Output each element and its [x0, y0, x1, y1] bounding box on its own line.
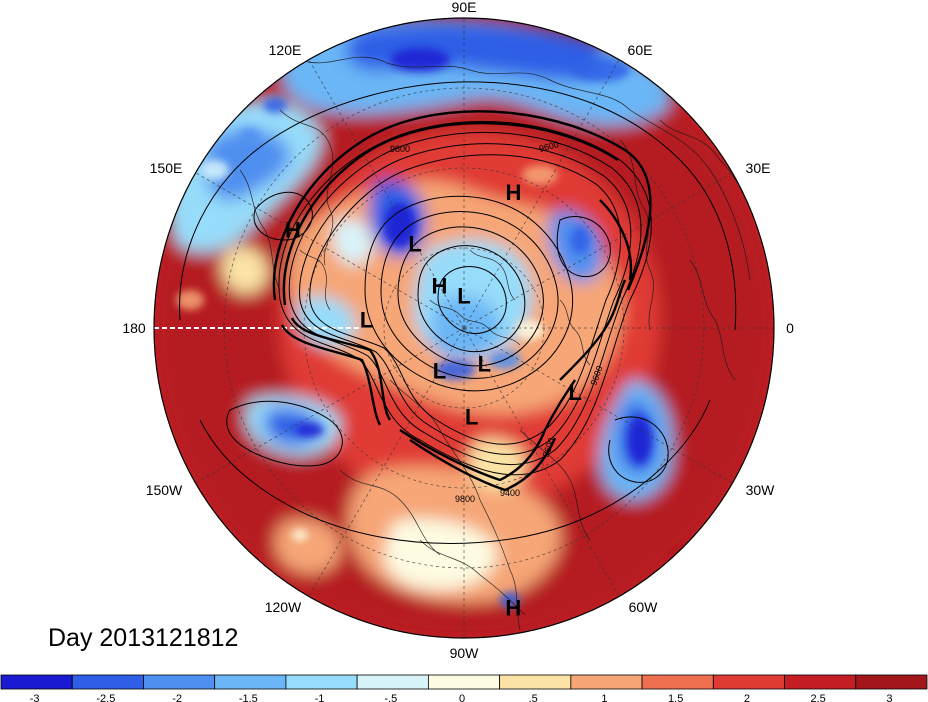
lon-label-60e: 60E [628, 42, 653, 58]
low-center-marker: L [433, 359, 446, 384]
low-center-marker: L [408, 231, 421, 256]
longitude-labels: 90E 60E 30E 0 30W 60W 90W 120W 150W 180 … [122, 0, 794, 661]
low-center-marker: L [457, 283, 470, 308]
colorbar-tick-label: -1 [315, 693, 325, 702]
colorbar-tick-label: .5 [529, 693, 538, 702]
colorbar-tick-label: -2 [172, 693, 182, 702]
colorbar-box [499, 674, 572, 690]
lon-label-30e: 30E [746, 160, 771, 176]
low-center-marker: L [360, 308, 373, 333]
colorbar-box [570, 674, 643, 690]
contour-label: 9800 [390, 144, 410, 154]
high-center-marker: H [505, 596, 521, 621]
graticule [195, 18, 774, 638]
colorbar-boxes [0, 674, 928, 690]
colorbar-box [71, 674, 144, 690]
lon-label-30w: 30W [746, 482, 776, 498]
colorbar-box [143, 674, 216, 690]
colorbar-tick-label: 2.5 [811, 693, 826, 702]
colorbar-tick-label: 1 [601, 693, 607, 702]
colorbar-box [427, 674, 501, 690]
colorbar-box [784, 674, 857, 690]
colorbar-ticks: -3 -2.5 -2 -1.5 -1 -.5 0 .5 1 1.5 2 2.5 3 [30, 693, 893, 702]
lon-label-90w: 90W [450, 645, 480, 661]
colorbar-box [214, 674, 287, 690]
anomaly-detail [176, 48, 730, 608]
lon-label-90e: 90E [452, 0, 477, 15]
colorbar-box [285, 674, 358, 690]
colorbar-tick-label: -1.5 [239, 693, 258, 702]
jet-contours [272, 110, 652, 492]
low-center-marker: L [568, 380, 581, 405]
low-center-marker: L [465, 405, 478, 430]
colorbar-box [0, 674, 73, 690]
colorbar-box [855, 674, 928, 690]
height-contours [179, 81, 737, 544]
lon-label-150w: 150W [146, 482, 183, 498]
day-label: Day 2013121812 [48, 624, 238, 652]
lon-label-120e: 120E [269, 42, 302, 58]
contour-label: 9800 [455, 494, 475, 504]
lon-label-0: 0 [786, 320, 794, 336]
lon-label-150e: 150E [150, 160, 183, 176]
high-center-marker: H [505, 180, 521, 205]
colorbar-tick-label: 3 [886, 693, 892, 702]
colorbar-box [356, 674, 429, 690]
low-center-marker: L [478, 351, 491, 376]
colorbar-tick-label: 1.5 [668, 693, 683, 702]
colorbar-box [641, 674, 714, 690]
map-border [153, 17, 775, 639]
high-center-marker: H [285, 217, 301, 242]
colorbar-tick-label: 0 [459, 693, 465, 702]
contour-label: 9400 [500, 488, 520, 498]
high-center-marker: H [432, 274, 448, 299]
colorbar-tick-label: -3 [30, 693, 40, 702]
colorbar-tick-label: -.5 [384, 693, 397, 702]
colorbar-box [712, 674, 785, 690]
lon-label-180: 180 [122, 320, 146, 336]
lon-label-120w: 120W [265, 599, 302, 615]
colorbar-tick-label: -2.5 [96, 693, 115, 702]
lon-label-60w: 60W [629, 599, 659, 615]
colorbar: -3 -2.5 -2 -1.5 -1 -.5 0 .5 1 1.5 2 2.5 3 [0, 674, 928, 702]
colorbar-tick-label: 2 [744, 693, 750, 702]
